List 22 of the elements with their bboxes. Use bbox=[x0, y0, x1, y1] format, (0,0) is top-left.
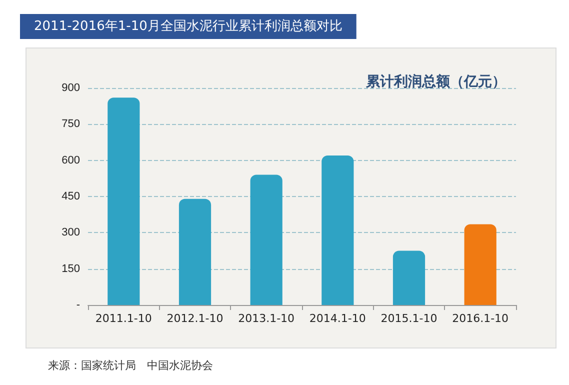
x-tick-label: 2015.1-10 bbox=[380, 312, 438, 325]
y-tick-label: 600 bbox=[62, 154, 80, 166]
y-tick-label: 900 bbox=[62, 82, 80, 94]
x-tick-label: 2011.1-10 bbox=[95, 312, 152, 325]
bar bbox=[250, 174, 282, 305]
source-note: 来源：国家统计局 中国水泥协会 bbox=[48, 359, 213, 372]
chart-title: 2011-2016年1-10月全国水泥行业累计利润总额对比 bbox=[34, 19, 342, 34]
x-tick-label: 2014.1-10 bbox=[309, 312, 366, 325]
x-tick-label: 2016.1-10 bbox=[452, 312, 509, 325]
bar bbox=[464, 224, 496, 305]
y-tick-label: 750 bbox=[62, 118, 80, 130]
x-tick-label: 2013.1-10 bbox=[238, 312, 295, 325]
x-tick-label: 2012.1-10 bbox=[166, 312, 224, 325]
bar bbox=[178, 198, 212, 305]
text: 累计利润总额（亿元） bbox=[365, 73, 506, 90]
bar bbox=[108, 98, 140, 305]
y-tick-label: 150 bbox=[62, 262, 80, 275]
bar bbox=[392, 250, 426, 305]
bar bbox=[322, 156, 354, 305]
y-tick-label: 300 bbox=[62, 226, 80, 239]
y-tick-label: - bbox=[76, 299, 80, 311]
y-tick-label: 450 bbox=[62, 190, 80, 202]
